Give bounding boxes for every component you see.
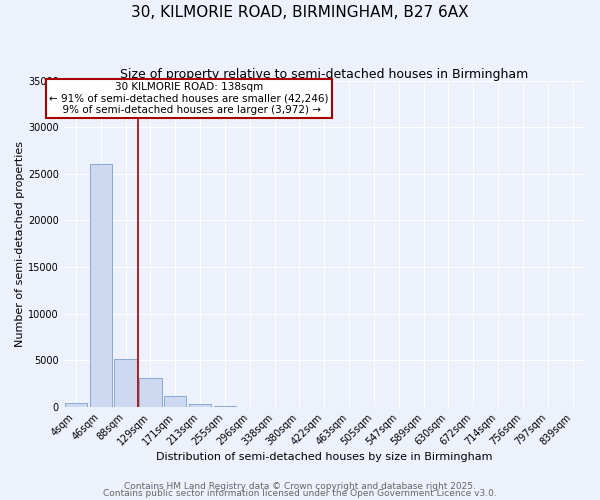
X-axis label: Distribution of semi-detached houses by size in Birmingham: Distribution of semi-detached houses by … [156,452,493,462]
Bar [89,164,112,407]
Text: Contains HM Land Registry data © Crown copyright and database right 2025.: Contains HM Land Registry data © Crown c… [124,482,476,491]
Bar [189,404,211,407]
Y-axis label: Number of semi-detached properties: Number of semi-detached properties [15,141,25,347]
Bar [115,359,137,407]
Title: Size of property relative to semi-detached houses in Birmingham: Size of property relative to semi-detach… [120,68,529,80]
Bar [65,404,87,407]
Text: 30, KILMORIE ROAD, BIRMINGHAM, B27 6AX: 30, KILMORIE ROAD, BIRMINGHAM, B27 6AX [131,5,469,20]
Bar [139,378,161,407]
Text: Contains public sector information licensed under the Open Government Licence v3: Contains public sector information licen… [103,489,497,498]
Text: 30 KILMORIE ROAD: 138sqm
← 91% of semi-detached houses are smaller (42,246)
  9%: 30 KILMORIE ROAD: 138sqm ← 91% of semi-d… [49,82,328,116]
Bar [214,406,236,407]
Bar [164,396,187,407]
